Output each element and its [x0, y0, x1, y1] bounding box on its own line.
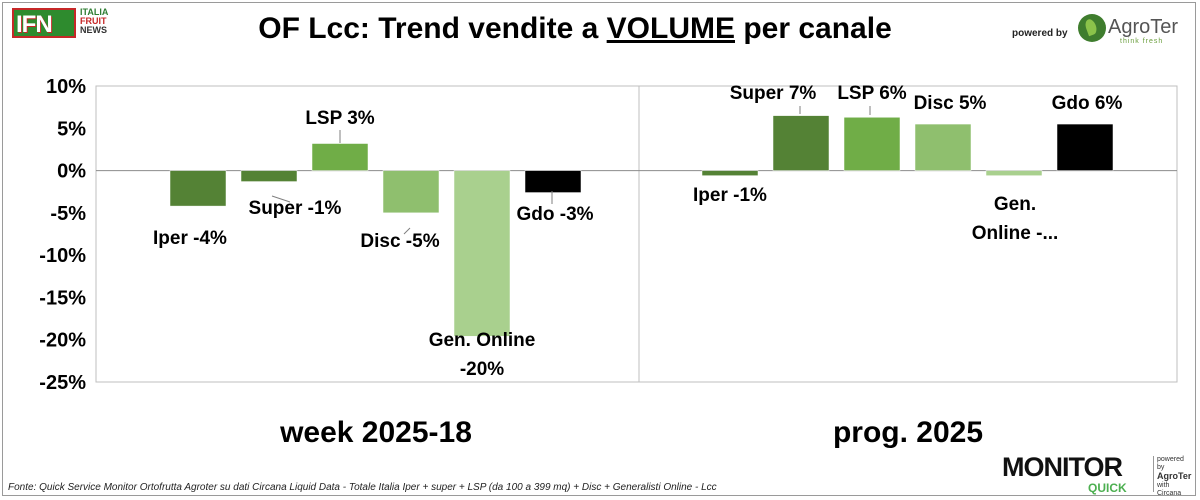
powered-by-label: powered by	[1012, 28, 1068, 39]
bar-1-1	[772, 115, 830, 171]
bar-0-3	[382, 170, 440, 214]
y-tick-label: 10%	[46, 76, 86, 98]
y-tick-label: -20%	[39, 330, 86, 352]
bar-0-4	[453, 170, 511, 337]
data-label: Disc -5%	[360, 231, 439, 252]
source-footnote: Fonte: Quick Service Monitor Ortofrutta …	[8, 482, 717, 493]
ifn-logo-box: IFN	[12, 8, 76, 38]
bar-0-1	[240, 170, 298, 182]
bar-1-5	[1056, 123, 1114, 171]
data-label: Gdo -3%	[516, 204, 593, 225]
ifn-line1: ITALIA	[80, 7, 109, 17]
y-tick-label: -5%	[50, 203, 86, 225]
bar-1-3	[914, 123, 972, 171]
y-tick-label: -15%	[39, 287, 86, 309]
monitor-quick-logo: MONITOR QUICK	[1002, 452, 1148, 495]
agroter-tagline: think fresh	[1120, 38, 1164, 45]
ifn-logo-text: ITALIA FRUIT NEWS	[80, 8, 108, 35]
monitor-quick-powered: powered by AgroTer with Circana	[1153, 456, 1193, 497]
mq-powered-1: powered by	[1157, 456, 1184, 471]
mq-powered-4: Circana	[1157, 490, 1182, 497]
bar-1-0	[701, 170, 759, 176]
monitor-quick-main: MONITOR	[1002, 452, 1123, 482]
ifn-line2: FRUIT	[80, 16, 107, 26]
data-label: Gen. Online -...	[972, 194, 1059, 244]
bar-1-4	[985, 170, 1043, 176]
ifn-logo-letters: IFN	[16, 11, 53, 38]
mq-powered-2: AgroTer	[1157, 471, 1192, 481]
data-label: Iper -4%	[153, 228, 227, 249]
data-label: LSP 3%	[305, 108, 374, 129]
title-prefix: OF Lcc: Trend vendite a	[258, 12, 607, 45]
data-label: Iper -1%	[693, 185, 767, 206]
bar-0-0	[169, 170, 227, 207]
label-leader	[403, 227, 411, 235]
chart-data-labels: Iper -4% Super -1% LSP 3% Disc -5% Gen. Onli…	[153, 83, 1122, 380]
data-label: Super -1%	[249, 198, 342, 219]
plot-area	[95, 85, 1178, 383]
chart-bars	[169, 115, 1114, 337]
ifn-line3: NEWS	[80, 25, 107, 35]
title-suffix: per canale	[735, 12, 892, 45]
monitor-quick-sub: QUICK	[1088, 481, 1127, 495]
chart-axes: 10% 5% 0% -5% -10% -15% -20% -25% week 2025-18 pr…	[39, 76, 1178, 449]
agroter-leaf-icon	[1078, 14, 1106, 42]
data-label: Super 7%	[730, 83, 817, 104]
data-label: LSP 6%	[837, 83, 906, 104]
y-tick-label: 5%	[57, 118, 86, 140]
ifn-logo: IFN ITALIA FRUIT NEWS	[12, 8, 124, 40]
agroter-brand: AgroTer	[1108, 16, 1179, 38]
data-label: Gen. Online -20%	[429, 330, 536, 380]
y-tick-label: 0%	[57, 161, 86, 183]
data-label: Disc 5%	[914, 93, 987, 114]
group-label: week 2025-18	[279, 416, 472, 449]
data-label: Gdo 6%	[1052, 93, 1123, 114]
bar-1-2	[843, 117, 901, 171]
y-tick-label: -25%	[39, 372, 86, 394]
mq-powered-3: with	[1157, 482, 1170, 489]
bar-0-2	[311, 143, 369, 171]
bar-0-5	[524, 170, 582, 193]
chart-title: OF Lcc: Trend vendite a VOLUME per canal…	[0, 12, 1150, 46]
title-underlined: VOLUME	[606, 12, 735, 45]
label-leader	[271, 195, 291, 203]
y-tick-label: -10%	[39, 245, 86, 267]
group-label: prog. 2025	[833, 416, 983, 449]
